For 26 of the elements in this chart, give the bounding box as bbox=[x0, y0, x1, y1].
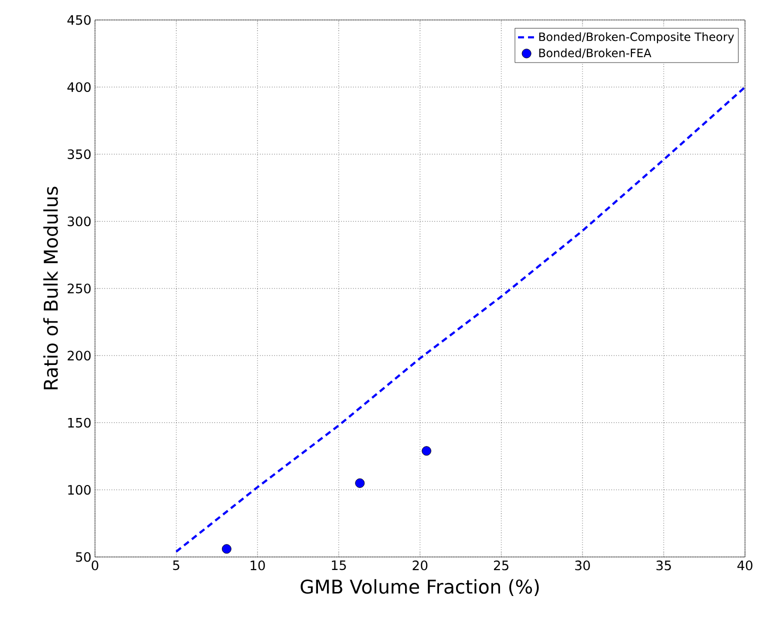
line-series bbox=[175, 86, 746, 553]
x-tick-label: 40 bbox=[737, 560, 752, 570]
point bbox=[355, 478, 365, 488]
point bbox=[422, 446, 432, 456]
y-tick-label: 100 bbox=[68, 484, 91, 495]
y-axis-title: Ratio of Bulk Modulus bbox=[43, 186, 58, 390]
x-tick-label: 35 bbox=[656, 560, 671, 570]
y-tick-label: 400 bbox=[67, 82, 91, 92]
x-axis-title: GMB Volume Fraction (%) bbox=[300, 579, 539, 596]
legend-label: Bonded/Broken-Composite Theory bbox=[539, 32, 734, 44]
x-tick-label: 30 bbox=[575, 560, 590, 570]
y-tick-label: 200 bbox=[68, 350, 91, 361]
y-tick-label: 450 bbox=[67, 15, 91, 25]
y-tick-label: 250 bbox=[68, 284, 91, 294]
legend-label: Bonded/Broken-FEA bbox=[539, 48, 652, 58]
y-tick-label: 350 bbox=[68, 149, 91, 160]
y-tick-label: 300 bbox=[68, 216, 91, 226]
y-tick-label: 50 bbox=[76, 552, 91, 562]
x-tick-label: 15 bbox=[332, 560, 346, 570]
x-tick-label: 25 bbox=[494, 560, 508, 570]
x-tick-label: 20 bbox=[412, 560, 428, 570]
y-tick-label: 150 bbox=[68, 418, 91, 428]
point bbox=[222, 544, 232, 554]
x-tick-label: 0 bbox=[92, 560, 98, 570]
x-tick-label: 10 bbox=[250, 560, 265, 570]
x-tick-label: 5 bbox=[173, 560, 180, 570]
